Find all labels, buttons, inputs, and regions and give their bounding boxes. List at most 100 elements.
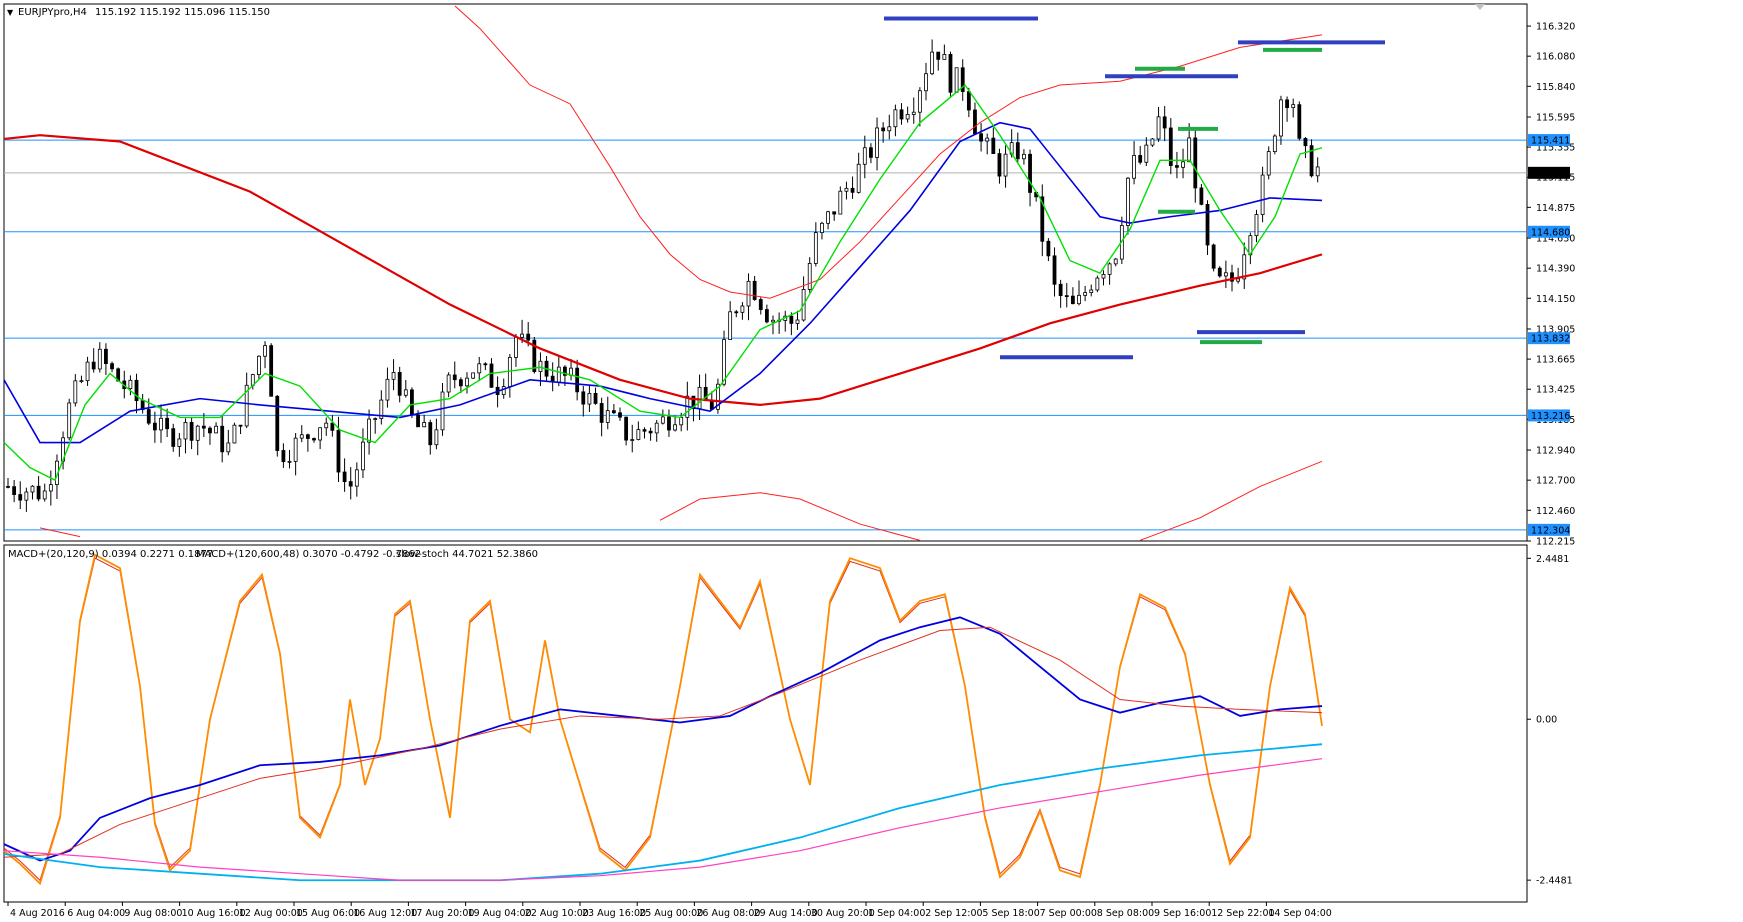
axis-layer: 116.320 116.080 115.840 115.595 115.355 115.1… (7, 22, 1575, 919)
candle-body (948, 54, 953, 93)
candle-body (966, 91, 971, 111)
candle-body (269, 345, 274, 397)
candle-body (514, 336, 518, 358)
level-price-label: 115.411 (1531, 136, 1570, 147)
candle-body (1077, 294, 1081, 305)
bollinger-lower-left-line (39, 527, 81, 538)
candle-body (312, 438, 316, 441)
candle-body (1236, 278, 1241, 282)
candle-body (36, 485, 41, 500)
candle-body (728, 311, 733, 340)
candle-body (1193, 137, 1198, 189)
candle-body (1297, 104, 1302, 139)
candle-body (654, 422, 659, 434)
bollinger-lower-mid-line (659, 492, 921, 541)
candle-body (452, 374, 457, 381)
candle-body (1083, 292, 1088, 296)
time-tick-label: 29 Aug 14:00 (754, 908, 818, 919)
candle-body (716, 383, 720, 410)
candle-body (538, 360, 543, 372)
candle-body (293, 437, 298, 462)
stoch-label: slow-stoch 44.7021 52.3860 (396, 549, 538, 560)
collapse-triangle-icon[interactable]: ▼ (7, 8, 14, 17)
macd-main-line (3, 616, 1323, 862)
candle-body (691, 395, 696, 410)
price-tick-label: 115.595 (1536, 113, 1575, 124)
candle-body (1285, 99, 1289, 108)
level-price-tag (1528, 523, 1570, 536)
candle-body (471, 372, 476, 379)
candle-body (1175, 165, 1179, 168)
current-price-label: 115.150 (1531, 168, 1570, 179)
time-tick-label: 9 Sep 16:00 (1154, 908, 1211, 919)
candle-body (361, 441, 365, 471)
price-tick-label: 115.355 (1536, 143, 1575, 154)
candle-body (232, 424, 237, 444)
candle-body (177, 438, 182, 447)
candle-body (507, 357, 512, 388)
candle-body (385, 378, 390, 401)
indicator-tick-label: 2.4481 (1536, 554, 1569, 565)
candle-body (630, 439, 635, 441)
candle-body (1315, 166, 1320, 177)
candle-body (1028, 153, 1032, 193)
price-tick-label: 112.215 (1536, 537, 1575, 548)
candle-body (85, 361, 90, 382)
time-tick-label: 1 Sep 04:00 (868, 908, 925, 919)
candle-body (391, 372, 396, 380)
candle-body (67, 402, 72, 439)
candle-body (1266, 151, 1271, 176)
indicator-panel[interactable] (3, 544, 1528, 903)
candle-body (532, 339, 537, 372)
candle-body (159, 417, 163, 431)
time-tick-label: 16 Aug 12:00 (353, 908, 417, 919)
macd2-label: MACD+(120,600,48) 0.3070 -0.4792 -0.7862 (196, 549, 421, 560)
price-tick-label: 114.150 (1536, 294, 1575, 305)
candle-body (379, 399, 384, 419)
candle-body (1064, 295, 1069, 298)
candle-body (1162, 116, 1167, 129)
ma-green-line (3, 83, 1323, 482)
candle-body (208, 427, 212, 434)
chart-shift-marker-icon[interactable] (1475, 4, 1485, 10)
candle-body (1126, 177, 1130, 226)
level-price-label: 113.216 (1531, 411, 1570, 422)
candle-body (1242, 254, 1247, 280)
price-tick-label: 114.875 (1536, 203, 1575, 214)
candle-body (489, 363, 494, 388)
candle-body (183, 421, 188, 440)
candle-body (991, 137, 996, 155)
candle-body (648, 430, 653, 434)
candle-body (838, 190, 843, 215)
time-tick-label: 10 Aug 16:00 (182, 908, 246, 919)
candle-body (1070, 295, 1075, 305)
macd-long-signal-line (3, 758, 1323, 881)
candle-body (24, 491, 29, 501)
candle-body (152, 422, 157, 431)
candle-body (973, 109, 977, 135)
candle-body (942, 54, 947, 60)
macd-long-main-line (3, 743, 1323, 882)
candle-body (979, 133, 983, 142)
candle-body (869, 147, 873, 158)
candle-body (581, 391, 586, 405)
price-tick-label: 113.665 (1536, 355, 1575, 366)
candle-body (887, 126, 892, 132)
candle-body (195, 425, 200, 441)
candle-body (697, 386, 702, 410)
candle-body (930, 51, 935, 75)
candle-body (1303, 137, 1308, 147)
price-panel[interactable] (3, 3, 1528, 542)
candle-body (764, 309, 769, 323)
candle-body (1260, 174, 1265, 215)
candle-body (1058, 283, 1063, 297)
candle-body (238, 424, 243, 427)
candle-body (318, 427, 323, 441)
time-tick-label: 9 Aug 08:00 (124, 908, 182, 919)
candle-body (171, 428, 176, 447)
level-price-tag (1528, 134, 1570, 147)
price-tick-label: 114.390 (1536, 264, 1575, 275)
candle-body (722, 339, 726, 385)
candle-body (128, 379, 133, 390)
